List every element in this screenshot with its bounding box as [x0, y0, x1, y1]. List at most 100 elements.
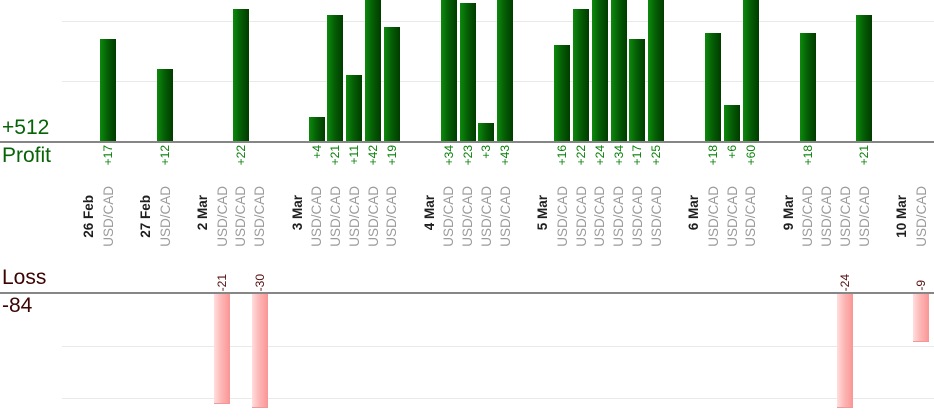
- profit-zero-axis-line: [0, 141, 934, 143]
- date-label: 6 Mar: [686, 195, 702, 231]
- profit-bar: [497, 0, 514, 141]
- profit-value-label: +60: [743, 145, 758, 166]
- profit-value-label: +34: [611, 145, 626, 166]
- profit-value-label: +21: [857, 145, 872, 166]
- profit-bar: [610, 0, 627, 141]
- date-label: 27 Feb: [138, 195, 153, 238]
- instrument-label: USD/CAD: [233, 186, 249, 247]
- profit-bar: [232, 9, 249, 141]
- instrument-label: USD/CAD: [554, 186, 570, 247]
- instrument-label: USD/CAD: [819, 186, 835, 247]
- loss-bar: [214, 294, 230, 405]
- instrument-label: USD/CAD: [611, 186, 627, 247]
- profit-value-label: +16: [555, 145, 570, 166]
- loss-series-title: Loss: [2, 266, 47, 289]
- profit-value-label: +3: [479, 145, 494, 159]
- instrument-label: USD/CAD: [592, 186, 608, 247]
- instrument-label: USD/CAD: [800, 186, 816, 247]
- loss-value-label: -24: [838, 273, 853, 291]
- loss-bar: [837, 294, 854, 408]
- instrument-label: USD/CAD: [384, 186, 400, 247]
- profit-value-label: +6: [725, 145, 739, 159]
- profit-bar: [346, 75, 363, 141]
- instrument-label: USD/CAD: [327, 186, 343, 247]
- profit-series-title: Profit: [2, 144, 52, 167]
- instrument-label: USD/CAD: [100, 186, 116, 247]
- date-label: 2 Mar: [195, 195, 210, 231]
- instrument-label: USD/CAD: [856, 186, 872, 247]
- date-label: 9 Mar: [780, 195, 796, 231]
- profit-value-label: +18: [800, 145, 815, 166]
- loss-value-label: -9: [914, 280, 929, 291]
- instrument-label: USD/CAD: [705, 186, 721, 247]
- instrument-label: USD/CAD: [573, 186, 589, 247]
- profit-bar: [742, 0, 759, 141]
- profit-value-label: +25: [649, 145, 664, 166]
- date-label: 26 Feb: [81, 195, 96, 238]
- instrument-label: USD/CAD: [629, 186, 645, 247]
- profit-bar: [365, 0, 381, 141]
- loss-value-label: -30: [252, 273, 267, 291]
- profit-value-label: +11: [347, 145, 362, 165]
- profit-bar: [648, 0, 665, 141]
- profit-value-label: +24: [592, 145, 607, 166]
- instrument-label: USD/CAD: [497, 186, 513, 247]
- profit-value-label: +21: [328, 145, 343, 166]
- profit-bar: [383, 27, 400, 141]
- profit-value-label: +4: [309, 145, 324, 159]
- instrument-label: USD/CAD: [460, 186, 476, 247]
- instrument-label: USD/CAD: [837, 186, 853, 247]
- instrument-label: USD/CAD: [478, 186, 494, 247]
- instrument-label: USD/CAD: [365, 186, 381, 247]
- loss-bar: [251, 294, 268, 408]
- loss-gridline: [62, 346, 934, 347]
- profit-bar: [554, 45, 571, 141]
- date-label: 5 Mar: [535, 195, 551, 231]
- date-label: 3 Mar: [289, 195, 305, 231]
- date-label: 4 Mar: [421, 195, 437, 231]
- profit-total: +512: [2, 116, 50, 139]
- profit-bar: [327, 15, 344, 141]
- loss-zero-axis-line: [0, 292, 934, 294]
- profit-bar: [705, 33, 722, 141]
- profit-bar: [591, 0, 608, 141]
- profit-value-label: +23: [460, 145, 475, 166]
- instrument-label: USD/CAD: [252, 186, 268, 247]
- instrument-label: USD/CAD: [913, 186, 929, 247]
- loss-total: -84: [2, 294, 33, 317]
- instrument-label: USD/CAD: [743, 186, 759, 247]
- instrument-label: USD/CAD: [157, 186, 173, 247]
- instrument-label: USD/CAD: [214, 186, 230, 247]
- profit-bar: [308, 117, 325, 141]
- profit-bar: [100, 39, 116, 141]
- profit-value-label: +17: [630, 145, 645, 166]
- date-label: 10 Mar: [894, 195, 910, 238]
- profit-bar: [724, 105, 740, 141]
- loss-value-label: -21: [215, 273, 229, 291]
- profit-value-label: +18: [706, 145, 721, 166]
- profit-value-label: +22: [574, 145, 588, 166]
- profit-bar: [629, 39, 646, 141]
- instrument-label: USD/CAD: [724, 186, 740, 247]
- profit-value-label: +34: [441, 145, 456, 166]
- profit-bar: [478, 123, 495, 141]
- profit-value-label: +42: [366, 145, 380, 166]
- loss-gridline: [62, 398, 934, 399]
- instrument-label: USD/CAD: [346, 186, 362, 247]
- profit-bar: [856, 15, 873, 141]
- profit-bar: [459, 3, 476, 141]
- profit-bar: [157, 69, 173, 141]
- instrument-label: USD/CAD: [648, 186, 664, 247]
- profit-value-label: +22: [233, 145, 248, 166]
- profit-bar: [440, 0, 457, 141]
- profit-value-label: +17: [101, 145, 115, 166]
- profit-value-label: +12: [158, 145, 172, 166]
- profit-value-label: +43: [498, 145, 513, 166]
- profit-value-label: +19: [384, 145, 399, 166]
- instrument-label: USD/CAD: [309, 186, 325, 247]
- profit-bar: [573, 9, 589, 141]
- profit-bar: [799, 33, 816, 141]
- instrument-label: USD/CAD: [441, 186, 457, 247]
- loss-bar: [913, 294, 930, 342]
